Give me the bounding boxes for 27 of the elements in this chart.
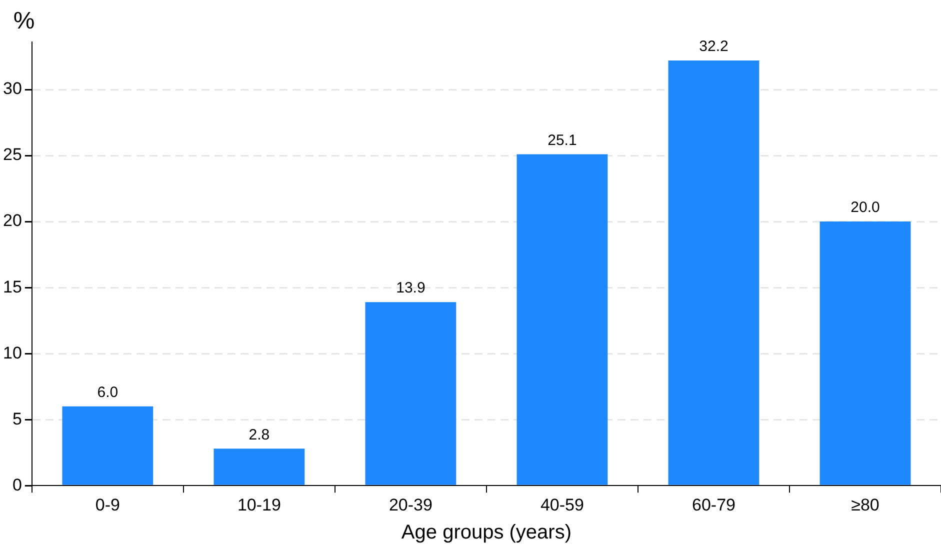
y-tick-label: 25 bbox=[2, 145, 22, 164]
y-tick-label: 5 bbox=[12, 409, 22, 428]
x-tick-label: ≥80 bbox=[851, 495, 880, 514]
x-tick-label: 40-59 bbox=[540, 495, 584, 514]
y-tick-label: 0 bbox=[12, 475, 22, 494]
x-tick-label: 20-39 bbox=[388, 495, 432, 514]
data-label: 25.1 bbox=[548, 132, 577, 149]
x-axis-title: Age groups (years) bbox=[401, 522, 572, 544]
bar bbox=[62, 406, 154, 485]
y-tick-label: 15 bbox=[2, 277, 22, 296]
bar bbox=[516, 154, 608, 485]
x-tick-label: 10-19 bbox=[237, 495, 281, 514]
data-label: 32.2 bbox=[699, 38, 728, 56]
y-tick-label: 30 bbox=[2, 79, 22, 98]
y-tick-label: 10 bbox=[2, 343, 22, 362]
y-tick-label: 20 bbox=[2, 211, 22, 230]
data-label: 2.8 bbox=[248, 426, 270, 444]
data-label: 20.0 bbox=[850, 199, 880, 216]
bar bbox=[365, 302, 456, 485]
x-tick-label: 0-9 bbox=[95, 495, 120, 514]
data-label: 13.9 bbox=[396, 280, 426, 297]
data-label: 6.0 bbox=[97, 384, 118, 402]
x-tick-label: 60-79 bbox=[692, 495, 736, 514]
bar bbox=[214, 448, 305, 485]
y-axis-title: % bbox=[13, 8, 35, 35]
bar bbox=[820, 222, 911, 485]
bar bbox=[668, 60, 760, 485]
